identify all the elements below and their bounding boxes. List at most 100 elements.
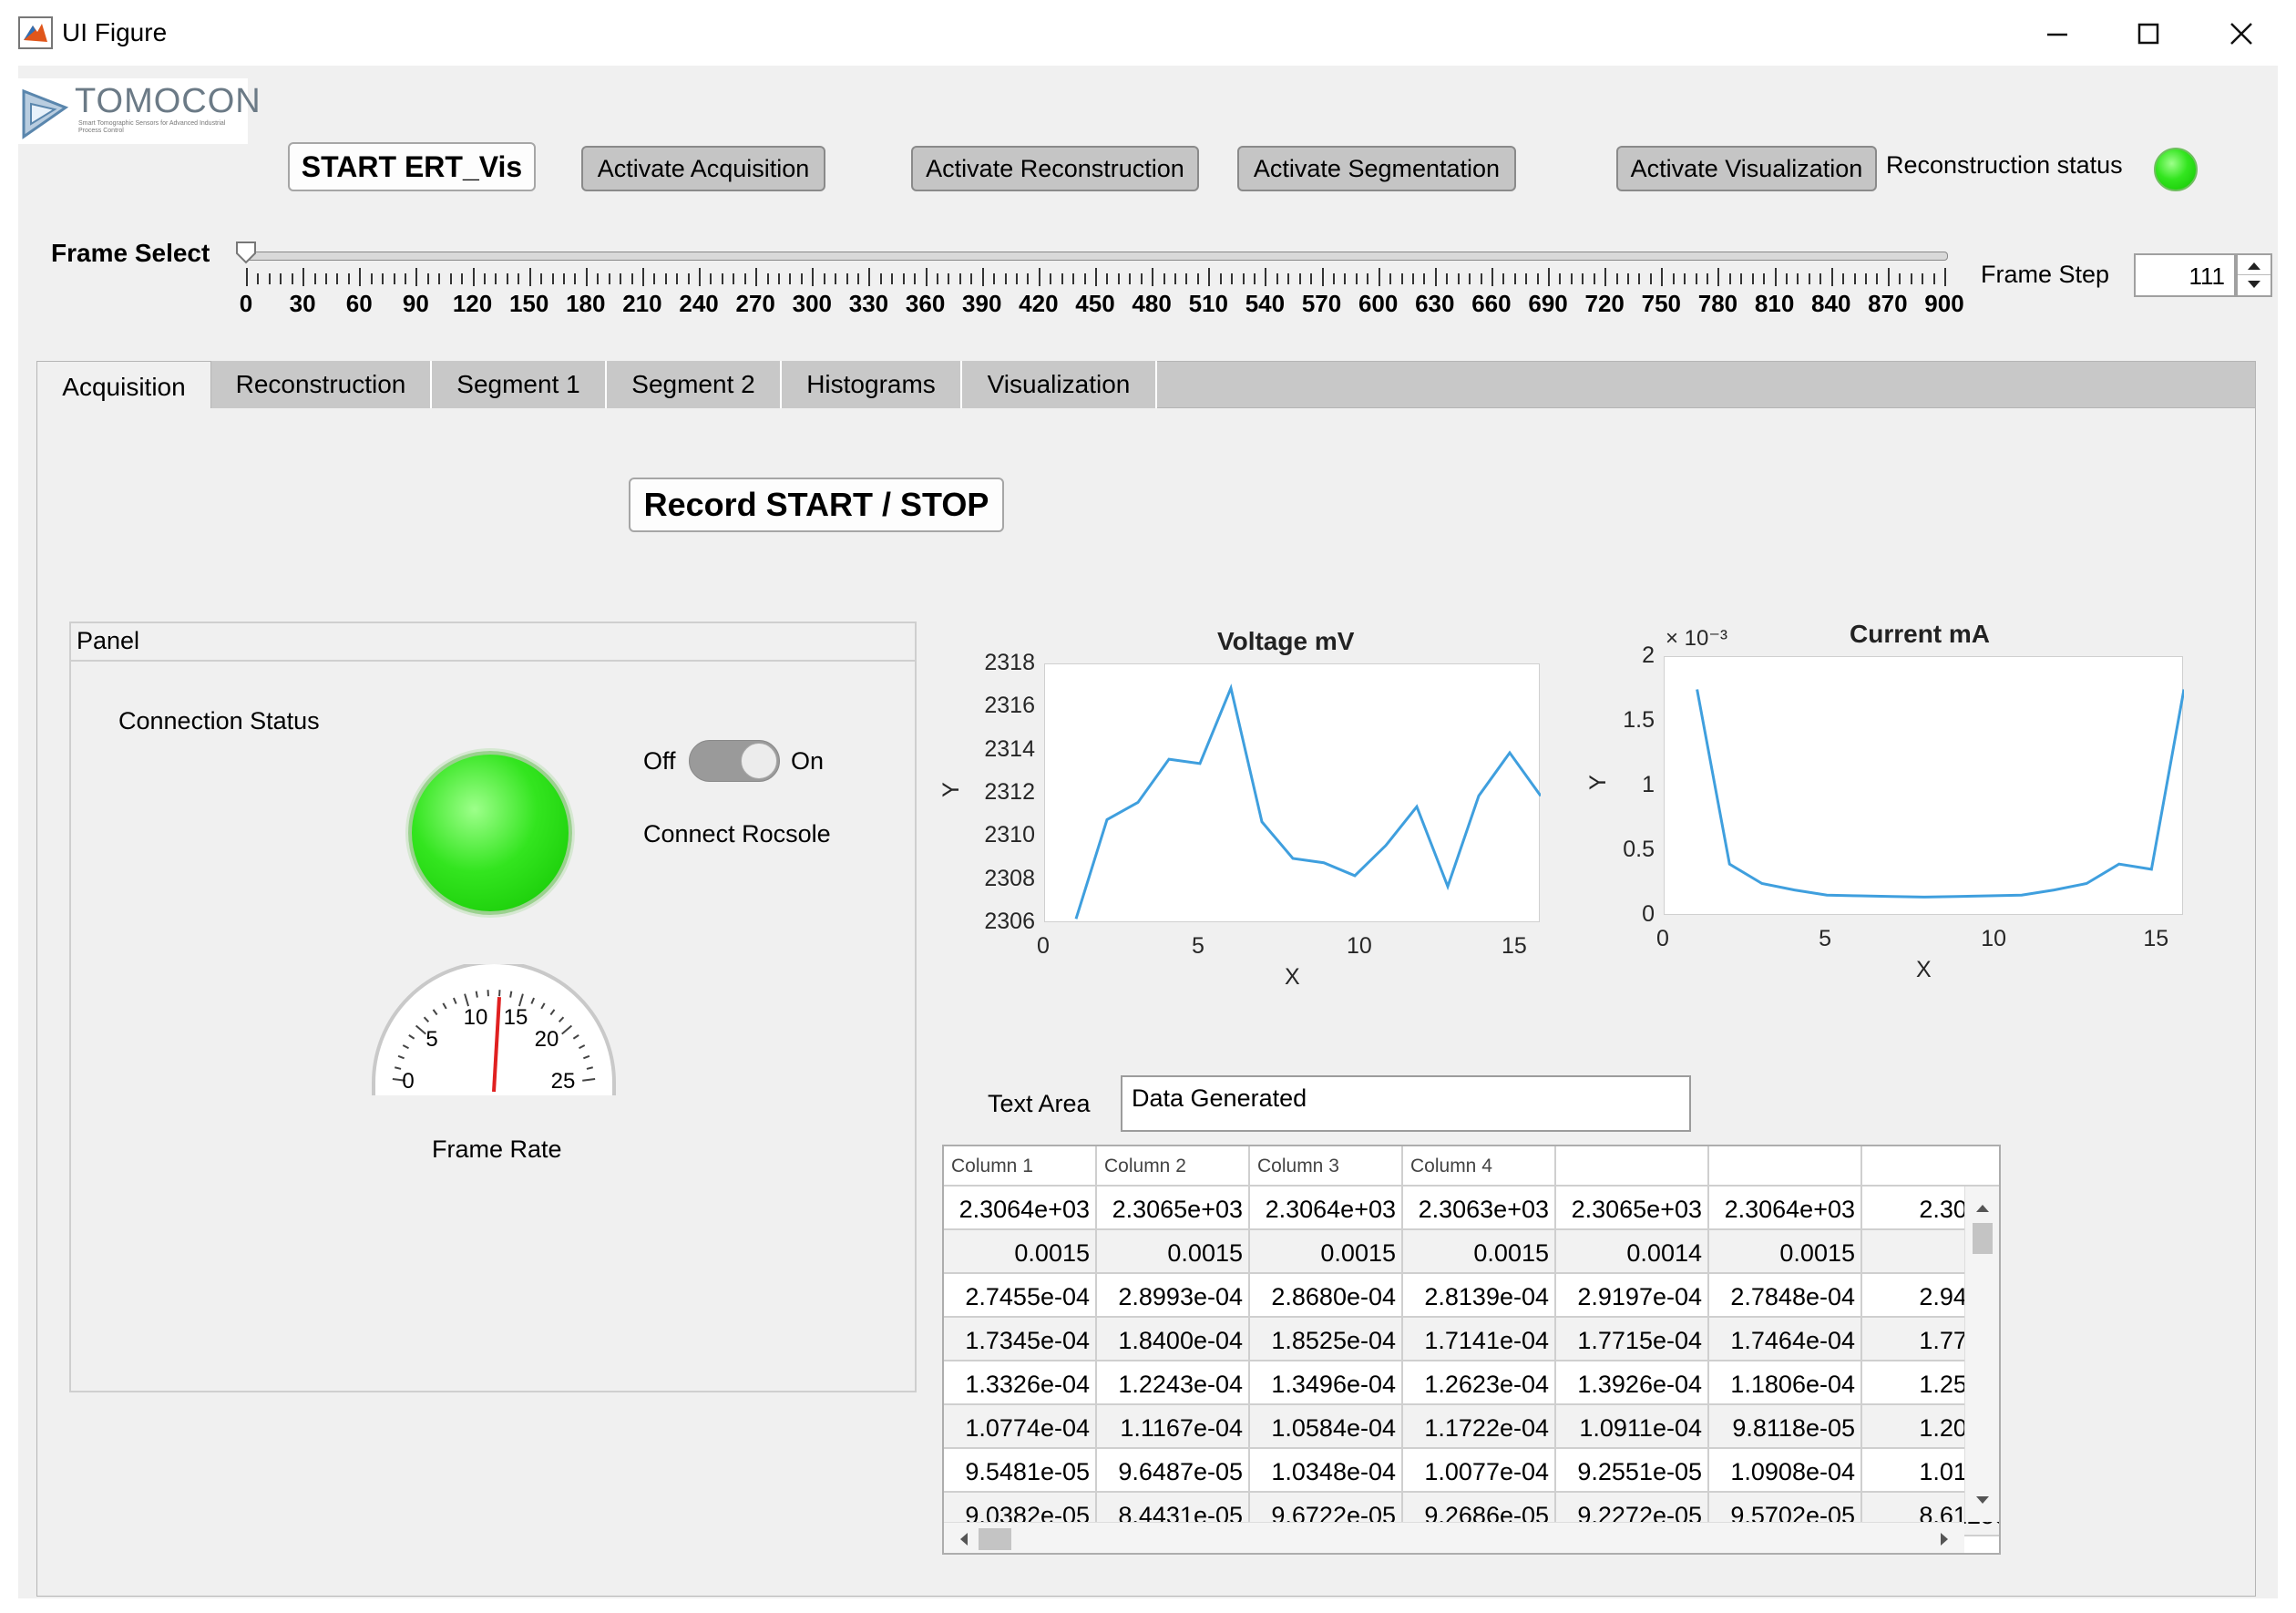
table-column-header[interactable]: Column 1 — [944, 1146, 1097, 1187]
activate-reconstruction-button[interactable]: Activate Reconstruction — [911, 146, 1199, 191]
tab-acquisition[interactable]: Acquisition — [36, 361, 211, 413]
slider-tick — [1797, 273, 1799, 284]
table-cell[interactable]: 1.0908e-04 — [1709, 1449, 1862, 1493]
table-cell[interactable]: 0.0015 — [1250, 1230, 1403, 1274]
table-cell[interactable]: 1.3496e-04 — [1250, 1361, 1403, 1405]
table-row[interactable]: 2.3064e+03 2.3065e+03 2.3064e+03 2.3063e+03… — [944, 1187, 1999, 1230]
table-cell[interactable]: 1.1722e-04 — [1403, 1405, 1556, 1449]
table-cell[interactable]: 1.1806e-04 — [1709, 1361, 1862, 1405]
table-cell[interactable]: 9.8118e-05 — [1709, 1405, 1862, 1449]
tab-reconstruction[interactable]: Reconstruction — [211, 361, 432, 408]
table-cell[interactable]: 2.3064e+03 — [1709, 1187, 1862, 1230]
table-column-header[interactable] — [1709, 1146, 1862, 1187]
table-cell[interactable]: 1.7141e-04 — [1403, 1318, 1556, 1361]
slider-tick — [1310, 273, 1313, 284]
frame-step-field[interactable]: 111 — [2134, 253, 2236, 297]
text-area-field[interactable]: Data Generated — [1121, 1075, 1691, 1132]
frame-select-slider-thumb[interactable] — [235, 241, 257, 264]
table-cell[interactable]: 1.7715e-04 — [1556, 1318, 1709, 1361]
table-row[interactable]: 1.7345e-04 1.8400e-04 1.8525e-04 1.7141e-04… — [944, 1318, 1999, 1361]
slider-tick — [1174, 273, 1176, 284]
table-cell[interactable]: 2.7848e-04 — [1709, 1274, 1862, 1318]
table-cell[interactable]: 1.0911e-04 — [1556, 1405, 1709, 1449]
activate-acquisition-button[interactable]: Activate Acquisition — [581, 146, 825, 191]
table-cell[interactable]: 0.0015 — [1097, 1230, 1250, 1274]
table-cell[interactable]: 9.5481e-05 — [944, 1449, 1097, 1493]
table-cell[interactable]: 2.8139e-04 — [1403, 1274, 1556, 1318]
slider-tick — [1774, 268, 1777, 286]
tab-segment-2[interactable]: Segment 2 — [607, 361, 782, 408]
table-cell[interactable]: 1.2243e-04 — [1097, 1361, 1250, 1405]
slider-tick — [699, 268, 702, 286]
record-start-stop-button[interactable]: Record START / STOP — [629, 478, 1004, 532]
slider-tick — [551, 273, 554, 284]
table-cell[interactable]: 1.8400e-04 — [1097, 1318, 1250, 1361]
tab-segment-1[interactable]: Segment 1 — [432, 361, 607, 408]
table-cell[interactable]: 2.3064e+03 — [944, 1187, 1097, 1230]
connect-rocsole-switch[interactable] — [689, 740, 780, 782]
table-cell[interactable]: 2.8993e-04 — [1097, 1274, 1250, 1318]
table-cell[interactable]: 1.2623e-04 — [1403, 1361, 1556, 1405]
table-row[interactable]: 9.5481e-05 9.6487e-05 1.0348e-04 1.0077e-04… — [944, 1449, 1999, 1493]
slider-tick — [993, 273, 996, 284]
slider-tick — [835, 273, 837, 284]
activate-segmentation-button[interactable]: Activate Segmentation — [1237, 146, 1516, 191]
triangle-up-icon — [2248, 262, 2260, 270]
slider-tick — [1321, 268, 1324, 286]
close-button[interactable] — [2199, 9, 2283, 58]
table-cell[interactable]: 2.9197e-04 — [1556, 1274, 1709, 1318]
spin-down-button[interactable] — [2238, 275, 2270, 295]
start-ert-vis-button[interactable]: START ERT_Vis — [288, 142, 536, 191]
slider-tick-label: 810 — [1754, 290, 1795, 317]
gauge-tick-mark — [540, 1002, 546, 1010]
table-column-header[interactable]: Column 3 — [1250, 1146, 1403, 1187]
table-column-header[interactable] — [1556, 1146, 1709, 1187]
tab-histograms[interactable]: Histograms — [782, 361, 962, 408]
table-cell[interactable]: 1.0348e-04 — [1250, 1449, 1403, 1493]
activate-visualization-button[interactable]: Activate Visualization — [1616, 146, 1877, 191]
table-cell[interactable]: 1.0584e-04 — [1250, 1405, 1403, 1449]
table-cell[interactable]: 0.0015 — [944, 1230, 1097, 1274]
table-cell[interactable]: 0.0015 — [1403, 1230, 1556, 1274]
slider-tick — [710, 273, 712, 284]
horizontal-scroll-arrows-icon — [960, 1528, 1948, 1550]
slider-tick — [1808, 273, 1810, 284]
table-cell[interactable]: 1.1167e-04 — [1097, 1405, 1250, 1449]
table-cell[interactable]: 1.3326e-04 — [944, 1361, 1097, 1405]
table-cell[interactable]: 1.7345e-04 — [944, 1318, 1097, 1361]
table-row[interactable]: 1.0774e-04 1.1167e-04 1.0584e-04 1.1722e-04… — [944, 1405, 1999, 1449]
table-cell[interactable]: 2.3064e+03 — [1250, 1187, 1403, 1230]
table-cell[interactable]: 1.0774e-04 — [944, 1405, 1097, 1449]
table-vertical-scrollbar[interactable] — [1964, 1187, 1999, 1522]
data-table[interactable]: Column 1 Column 2 Column 3 Column 4 2.3064e… — [942, 1145, 2001, 1555]
table-column-header[interactable]: Column 4 — [1403, 1146, 1556, 1187]
table-column-header[interactable] — [1862, 1146, 1999, 1187]
table-cell[interactable]: 2.3063e+03 — [1403, 1187, 1556, 1230]
table-cell[interactable]: 1.8525e-04 — [1250, 1318, 1403, 1361]
minimize-button[interactable] — [2015, 9, 2099, 58]
table-row[interactable]: 1.3326e-04 1.2243e-04 1.3496e-04 1.2623e-04… — [944, 1361, 1999, 1405]
table-cell[interactable]: 2.8680e-04 — [1250, 1274, 1403, 1318]
table-cell[interactable]: 0.0015 — [1709, 1230, 1862, 1274]
table-column-header[interactable]: Column 2 — [1097, 1146, 1250, 1187]
tab-visualization[interactable]: Visualization — [962, 361, 1157, 408]
table-cell[interactable]: 0.0014 — [1556, 1230, 1709, 1274]
slider-tick — [1582, 273, 1584, 284]
table-horizontal-scrollbar[interactable] — [944, 1522, 1964, 1553]
table-row[interactable]: 2.7455e-04 2.8993e-04 2.8680e-04 2.8139e-04… — [944, 1274, 1999, 1318]
table-cell[interactable]: 2.3065e+03 — [1556, 1187, 1709, 1230]
switch-off-label: Off — [643, 747, 676, 775]
table-cell[interactable]: 1.7464e-04 — [1709, 1318, 1862, 1361]
spin-up-button[interactable] — [2238, 255, 2270, 275]
slider-tick — [1876, 273, 1879, 284]
slider-tick — [393, 273, 395, 284]
table-cell[interactable]: 9.2551e-05 — [1556, 1449, 1709, 1493]
table-cell[interactable]: 1.0077e-04 — [1403, 1449, 1556, 1493]
table-cell[interactable]: 1.3926e-04 — [1556, 1361, 1709, 1405]
maximize-button[interactable] — [2106, 9, 2190, 58]
voltage-plot-svg — [1074, 683, 1543, 920]
table-cell[interactable]: 2.3065e+03 — [1097, 1187, 1250, 1230]
table-cell[interactable]: 9.6487e-05 — [1097, 1449, 1250, 1493]
table-cell[interactable]: 2.7455e-04 — [944, 1274, 1097, 1318]
